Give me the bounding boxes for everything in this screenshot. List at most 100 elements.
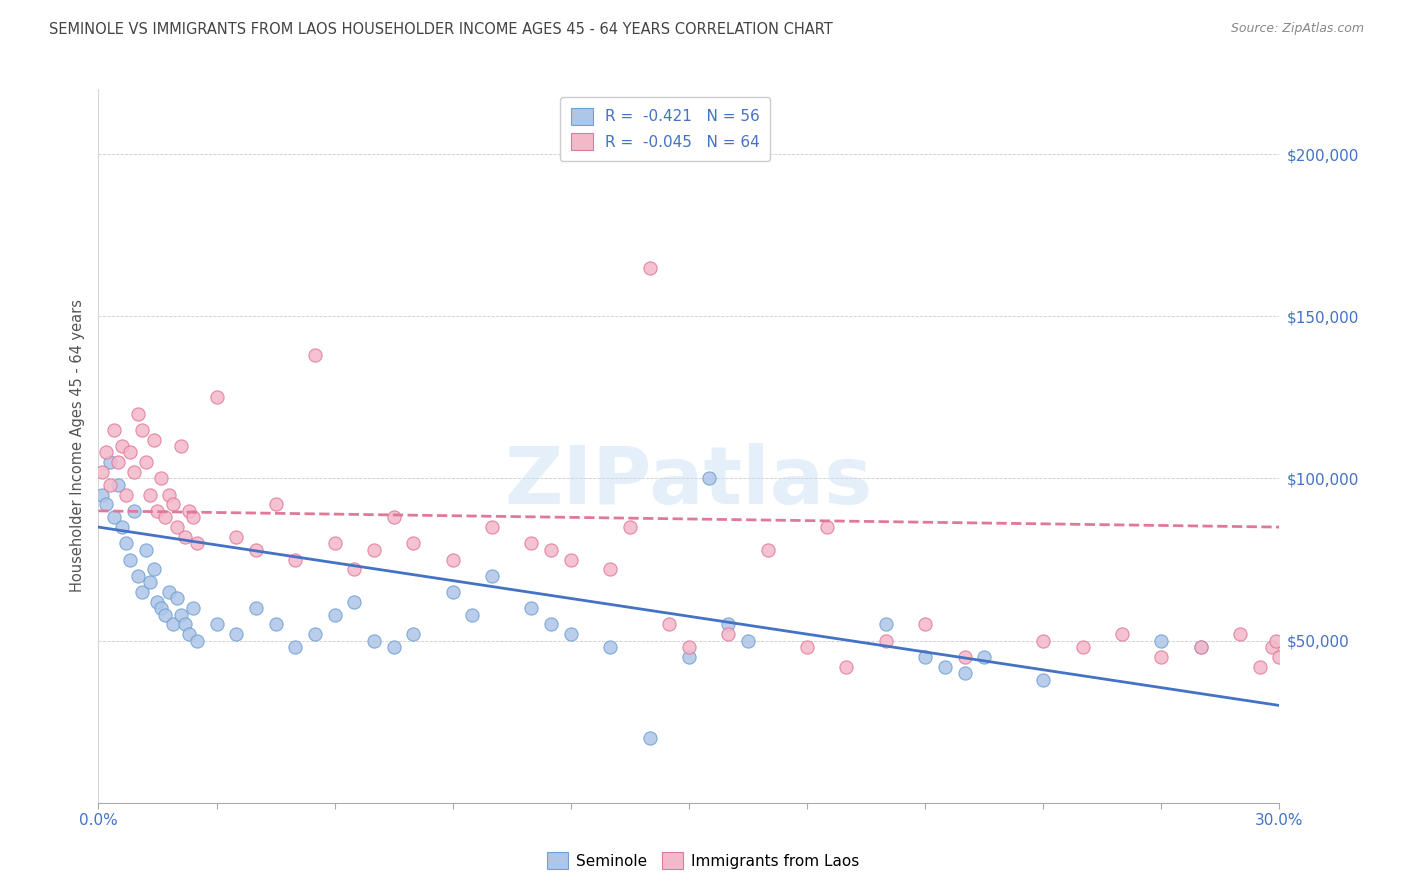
Point [162, 617, 184, 632]
Point [150, 471, 173, 485]
Point [118, 552, 141, 566]
Point [304, 348, 326, 362]
Point [174, 617, 197, 632]
Point [402, 536, 425, 550]
Point [111, 439, 134, 453]
Point [638, 731, 661, 745]
Point [135, 455, 157, 469]
Point [402, 627, 425, 641]
Point [284, 552, 307, 566]
Point [560, 627, 582, 641]
Point [481, 568, 503, 582]
Point [481, 520, 503, 534]
Point [540, 617, 562, 632]
Point [103, 423, 125, 437]
Point [1260, 640, 1282, 654]
Point [1189, 640, 1212, 654]
Point [91, 488, 114, 502]
Point [1071, 640, 1094, 654]
Point [131, 423, 153, 437]
Point [520, 601, 543, 615]
Point [127, 407, 149, 421]
Point [264, 497, 287, 511]
Point [166, 591, 188, 606]
Text: ZIPatlas: ZIPatlas [505, 442, 873, 521]
Point [678, 640, 700, 654]
Point [1249, 659, 1271, 673]
Point [166, 520, 188, 534]
Point [122, 504, 145, 518]
Point [678, 649, 700, 664]
Point [186, 633, 208, 648]
Point [382, 640, 405, 654]
Text: Source: ZipAtlas.com: Source: ZipAtlas.com [1230, 22, 1364, 36]
Point [953, 666, 976, 681]
Point [343, 595, 366, 609]
Point [181, 601, 204, 615]
Point [284, 640, 307, 654]
Point [796, 640, 818, 654]
Point [520, 536, 543, 550]
Point [157, 585, 180, 599]
Point [205, 390, 228, 404]
Point [304, 627, 326, 641]
Point [1150, 649, 1173, 664]
Point [107, 478, 129, 492]
Point [98, 455, 121, 469]
Point [697, 471, 720, 485]
Point [1189, 640, 1212, 654]
Point [245, 601, 267, 615]
Point [343, 562, 366, 576]
Point [441, 585, 464, 599]
Point [170, 607, 193, 622]
Point [181, 510, 204, 524]
Point [91, 465, 114, 479]
Point [150, 601, 173, 615]
Point [1032, 633, 1054, 648]
Point [138, 488, 160, 502]
Point [1150, 633, 1173, 648]
Point [323, 536, 346, 550]
Text: SEMINOLE VS IMMIGRANTS FROM LAOS HOUSEHOLDER INCOME AGES 45 - 64 YEARS CORRELATI: SEMINOLE VS IMMIGRANTS FROM LAOS HOUSEHO… [49, 22, 832, 37]
Point [815, 520, 838, 534]
Point [363, 542, 385, 557]
Point [599, 640, 621, 654]
Point [638, 260, 661, 275]
Point [142, 433, 165, 447]
Point [323, 607, 346, 622]
Point [560, 552, 582, 566]
Point [461, 607, 484, 622]
Point [205, 617, 228, 632]
Point [174, 530, 197, 544]
Point [1032, 673, 1054, 687]
Point [1229, 627, 1251, 641]
Point [177, 504, 200, 518]
Point [103, 510, 125, 524]
Point [127, 568, 149, 582]
Point [155, 607, 177, 622]
Point [599, 562, 621, 576]
Point [875, 617, 897, 632]
Point [441, 552, 464, 566]
Point [953, 649, 976, 664]
Point [619, 520, 641, 534]
Point [914, 617, 936, 632]
Point [1268, 649, 1291, 664]
Point [973, 649, 995, 664]
Point [115, 488, 138, 502]
Point [135, 542, 157, 557]
Point [96, 497, 118, 511]
Point [115, 536, 138, 550]
Point [363, 633, 385, 648]
Point [142, 562, 165, 576]
Point [138, 575, 160, 590]
Point [914, 649, 936, 664]
Point [245, 542, 267, 557]
Point [835, 659, 858, 673]
Point [717, 627, 740, 641]
Point [186, 536, 208, 550]
Point [122, 465, 145, 479]
Legend: Seminole, Immigrants from Laos: Seminole, Immigrants from Laos [540, 846, 866, 875]
Point [146, 504, 169, 518]
Point [146, 595, 169, 609]
